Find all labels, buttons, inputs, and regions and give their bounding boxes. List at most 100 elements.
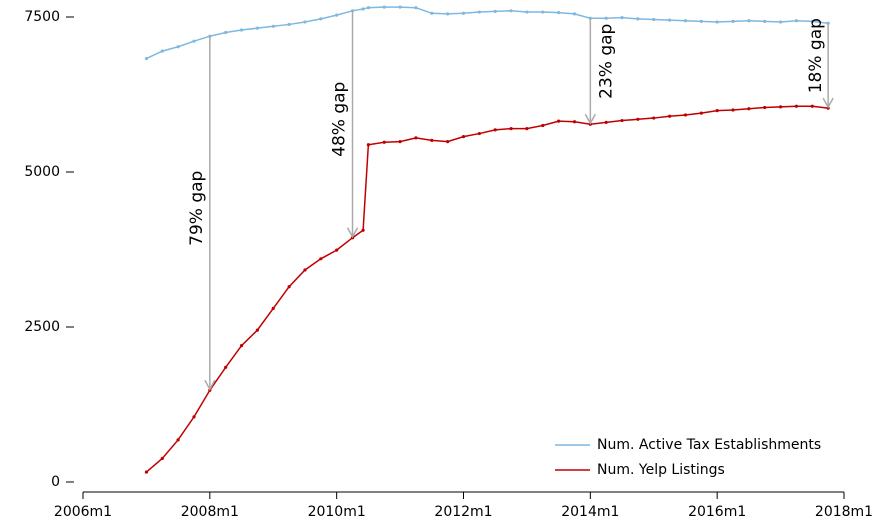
point [319,17,323,21]
point [239,28,244,32]
point [477,10,481,14]
point [572,120,577,124]
point [255,26,259,30]
point [493,9,497,14]
point [461,135,466,139]
point [668,18,672,22]
point [636,17,640,21]
annotation: 23% gap [596,24,616,99]
arrow-head [346,227,359,239]
point [398,5,402,9]
point [446,12,450,16]
point [239,344,244,348]
point [192,39,196,43]
point [778,105,783,109]
point [144,470,149,474]
point [414,6,418,10]
point [144,56,149,61]
legend-label: Num. Yelp Listings [597,462,725,478]
x-tick-label: 2018m1 [815,504,873,520]
point [255,328,259,332]
point [382,5,386,9]
series-line [146,6,829,60]
y-tick-label: 2500 [24,319,60,335]
x-tick-label: 2016m1 [688,504,746,520]
point [794,104,799,108]
point [271,24,275,28]
x-tick-label: 2010m1 [308,504,366,520]
point [287,285,291,289]
point [192,415,196,419]
point [271,306,275,310]
point [731,19,735,23]
point [350,9,355,13]
point [509,127,513,131]
point [763,19,767,23]
point [224,365,228,369]
point [509,9,513,13]
point [160,49,164,53]
annotation: 48% gap [330,82,350,157]
point [778,20,783,24]
annotation: 79% gap [187,171,207,246]
point [382,140,386,144]
x-tick-label: 2008m1 [181,504,239,520]
point [176,45,180,49]
point [747,107,751,111]
point [398,140,402,144]
y-tick-label: 7500 [24,9,60,25]
point [366,6,370,10]
point [652,17,656,22]
y-tick-label: 5000 [24,164,60,180]
point [557,119,561,123]
point [525,10,529,14]
point [493,128,497,132]
point [176,438,180,442]
point [620,16,624,20]
point [794,19,799,23]
point [715,109,719,113]
point [361,228,365,232]
x-tick-label: 2012m1 [434,504,492,520]
point [668,114,672,118]
point [461,11,466,15]
point [604,16,608,20]
point [683,113,688,117]
point [319,257,323,261]
arrow-head [584,113,596,125]
point [620,118,624,123]
point [699,111,703,115]
series-line [145,105,829,473]
point [557,11,561,15]
point [541,123,545,128]
point [430,138,434,142]
point [287,22,291,27]
annotation: 18% gap [806,18,826,93]
point [361,7,365,11]
arrow-head [204,379,216,391]
point [446,140,450,144]
point [335,248,339,252]
point [224,30,228,35]
point [572,12,577,16]
point [335,13,339,17]
legend-label: Num. Active Tax Establishments [597,437,821,453]
point [414,136,418,140]
point [303,20,307,24]
point [715,20,719,24]
point [810,19,814,23]
point [366,143,370,147]
point [731,108,735,112]
point [652,116,656,120]
point [541,10,545,14]
point [810,104,814,108]
point [604,120,608,124]
point [747,19,751,23]
point [430,11,434,15]
point [525,127,529,131]
x-tick-label: 2006m1 [54,504,112,520]
y-tick-label: 0 [51,474,60,490]
point [477,131,481,136]
arrow-head [822,97,834,109]
